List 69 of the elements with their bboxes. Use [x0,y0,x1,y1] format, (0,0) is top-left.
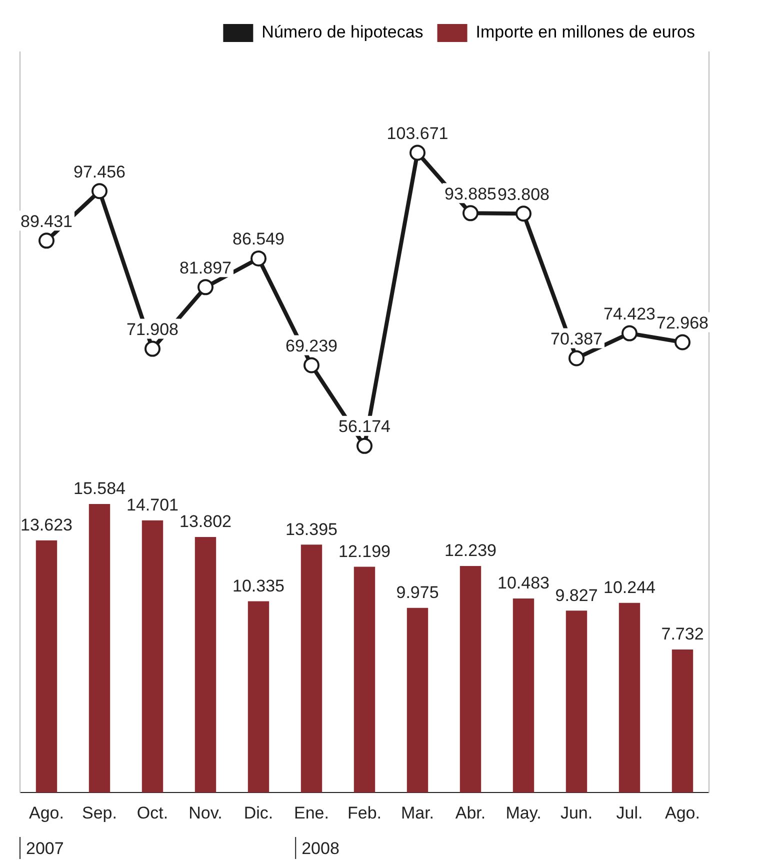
data-label: 9.975 [396,583,439,602]
data-label: 15.584 [74,479,126,498]
bar [512,598,534,793]
data-label: 14.701 [126,496,178,515]
legend-label: Importe en millones de euros [476,22,696,42]
point [568,350,584,366]
data-label: 69.239 [286,336,338,356]
data-label: 12.239 [444,541,496,560]
data-label: 10.335 [232,576,284,596]
data-label: 93.808 [498,184,550,204]
x-tick-label: Mar. [400,803,434,822]
data-label: 13.623 [20,516,72,535]
data-label: 9.827 [555,586,598,605]
point [356,438,372,454]
x-tick-label: Dic. [244,803,274,822]
x-tick-label: Jun. [560,803,593,822]
data-label: 10.244 [604,578,656,598]
bar [566,610,588,793]
data-label: 13.802 [180,512,232,532]
data-label: 103.671 [386,124,448,143]
bar [672,649,694,793]
data-label: 81.897 [180,258,232,278]
point [622,325,638,342]
data-label: 97.456 [74,162,126,182]
point [462,205,478,222]
text: 2008 [302,839,340,858]
x-tick-label: Ene. [294,803,329,822]
legend-label: Número de hipotecas [262,22,424,42]
bar [354,566,376,793]
data-label: 89.431 [20,212,72,231]
x-tick-label: Nov. [188,803,222,822]
x-tick-label: Jul. [616,803,643,822]
data-label: 7.732 [661,624,704,644]
x-tick-label: Abr. [455,803,486,822]
bar [460,566,482,793]
text: 2007 [26,839,64,858]
data-label: 12.199 [338,542,390,561]
bar [618,602,640,793]
point [92,183,108,200]
x-tick-label: Feb. [347,803,382,822]
point [674,334,690,350]
point [144,340,160,357]
x-tick-label: Ago. [665,803,700,822]
x-tick-label: Oct. [136,803,168,822]
data-label: 71.908 [126,320,178,339]
data-label: 56.174 [338,417,390,436]
data-label: 72.968 [656,313,708,332]
point [304,357,320,374]
bar [406,608,428,793]
x-tick-label: May. [506,803,542,822]
bar [88,504,110,793]
point [250,250,266,266]
data-label: 70.387 [550,329,602,348]
bar [194,537,216,793]
data-label: 86.549 [232,230,284,249]
bar [36,540,58,793]
point [410,144,426,161]
data-label: 74.423 [604,304,656,324]
bar [142,520,164,793]
x-tick-label: Sep. [82,803,117,822]
data-label: 13.395 [286,520,338,539]
bar [300,544,322,793]
data-label: 93.885 [444,184,496,204]
point [198,279,214,296]
bar [248,601,270,793]
point [516,206,532,222]
x-tick-label: Ago. [29,803,64,822]
point [38,232,54,249]
data-label: 10.483 [498,574,550,593]
